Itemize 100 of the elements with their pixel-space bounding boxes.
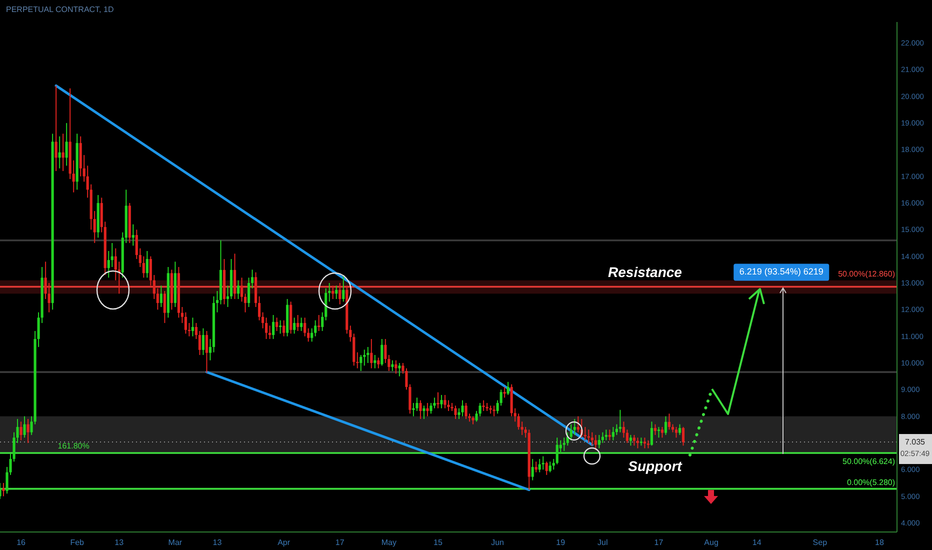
candlestick	[629, 434, 632, 446]
x-tick-label: 17	[335, 538, 345, 547]
candlestick	[272, 314, 275, 340]
candlestick	[335, 285, 338, 300]
candlestick	[366, 346, 370, 364]
x-tick-label: 16	[16, 538, 26, 547]
candlestick	[142, 256, 145, 278]
x-tick-label: Feb	[70, 538, 85, 547]
candlestick	[598, 434, 600, 449]
candlestick	[636, 437, 640, 449]
candlestick	[556, 437, 558, 465]
candlestick	[584, 426, 586, 441]
candlestick	[398, 362, 401, 377]
candlestick	[310, 328, 314, 342]
annotation: Support	[628, 458, 684, 474]
candlestick	[492, 405, 496, 417]
candlestick	[198, 330, 202, 356]
candlestick	[594, 434, 597, 450]
annotation: 161.80%	[58, 441, 90, 450]
candlestick	[654, 424, 657, 436]
candlestick	[58, 136, 61, 169]
candlestick	[482, 400, 485, 412]
candlestick	[608, 429, 611, 441]
candlestick	[436, 392, 440, 409]
candlestick	[548, 461, 552, 473]
candlestick	[318, 314, 320, 332]
candlestick	[664, 416, 668, 436]
candlestick	[545, 461, 548, 476]
candlestick	[276, 317, 278, 332]
x-tick-label: Aug	[704, 538, 718, 547]
candlestick	[618, 409, 622, 433]
annotation: 6.219 (93.54%) 6219	[739, 266, 824, 277]
ref-line-label: 7.035	[904, 438, 926, 447]
x-tick-label: 13	[114, 538, 124, 547]
candlestick	[464, 402, 468, 420]
candlestick	[2, 482, 5, 497]
candlestick	[542, 456, 544, 470]
candlestick	[160, 285, 162, 308]
candlestick	[678, 424, 682, 436]
candlestick	[279, 320, 282, 334]
candlestick	[338, 282, 342, 305]
candlestick	[454, 405, 457, 420]
candlestick	[23, 416, 26, 438]
candlestick	[668, 413, 671, 430]
candlestick	[236, 280, 240, 300]
x-tick-label: 18	[875, 538, 884, 547]
candlestick	[205, 330, 208, 374]
candlestick	[601, 432, 604, 444]
candlestick	[110, 242, 114, 268]
candlestick	[202, 328, 205, 356]
x-tick-label: 17	[654, 538, 664, 547]
ref-line-label: 50.00%(12.860)	[838, 270, 896, 279]
candlestick	[650, 421, 654, 446]
candlestick	[643, 437, 646, 449]
candlestick	[444, 394, 446, 409]
candlestick	[247, 277, 250, 308]
candlestick	[240, 277, 244, 302]
candlestick	[293, 317, 296, 334]
candlestick	[26, 418, 30, 444]
candlestick	[573, 418, 576, 436]
x-tick-label: 14	[752, 538, 762, 547]
candlestick	[384, 338, 387, 364]
candlestick	[377, 357, 380, 369]
ref-line-label: 0.00%(5.280)	[846, 478, 896, 487]
candlestick	[394, 360, 398, 374]
x-tick-label: Jun	[491, 538, 504, 547]
candlestick	[626, 429, 628, 444]
x-tick-label: 15	[434, 538, 443, 547]
candlestick	[538, 458, 541, 473]
candlestick	[342, 274, 345, 302]
candlestick	[461, 400, 464, 417]
candlestick	[370, 338, 373, 369]
candlestick	[674, 426, 678, 438]
candlestick	[682, 426, 685, 446]
candlestick	[300, 317, 303, 332]
candlestick	[660, 426, 664, 438]
candlestick	[604, 429, 608, 441]
candlestick	[54, 85, 58, 172]
candlestick	[590, 432, 594, 446]
candlestick	[282, 320, 286, 337]
x-tick-label: Jul	[598, 538, 608, 547]
candlestick	[419, 400, 422, 420]
candlestick	[65, 122, 68, 166]
x-tick-label: 13	[212, 538, 222, 547]
candlestick	[191, 317, 194, 337]
candlestick	[657, 426, 660, 438]
candlestick	[426, 402, 429, 417]
candlestick	[146, 250, 148, 278]
candlestick	[20, 421, 22, 441]
candlestick	[440, 394, 443, 409]
candlestick	[632, 434, 636, 446]
candlestick	[531, 458, 534, 481]
x-tick-label: Sep	[812, 538, 828, 547]
chart-title: PERPETUAL CONTRACT, 1D	[6, 5, 114, 14]
candlestick	[304, 317, 306, 337]
candlestick	[233, 253, 236, 300]
x-tick-label: Apr	[278, 538, 290, 547]
candlestick	[163, 290, 166, 324]
candlestick	[380, 338, 384, 366]
annotation: Resistance	[608, 264, 682, 280]
